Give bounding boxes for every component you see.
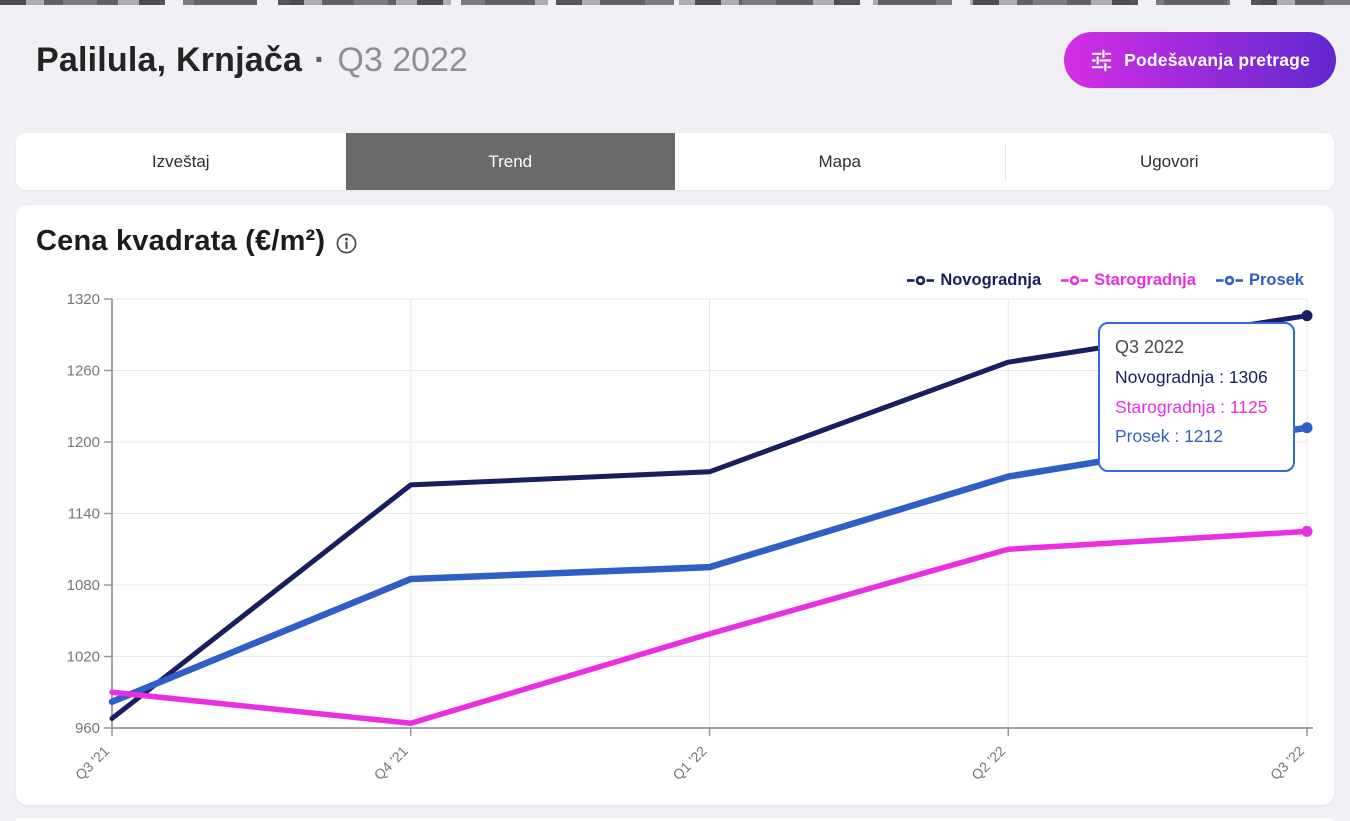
clipped-content-strip: [0, 0, 1350, 5]
line-marker-icon: [907, 275, 935, 286]
svg-text:1020: 1020: [67, 649, 100, 666]
tooltip-row-label: Starogradnja: [1115, 396, 1216, 417]
tab-izvestaj[interactable]: Izveštaj: [16, 133, 346, 190]
chart-title-row: Cena kvadrata (€/m²): [36, 225, 358, 258]
settings-button-label: Podešavanja pretrage: [1124, 49, 1310, 70]
tooltip-row-separator: :: [1214, 367, 1229, 387]
tooltip-row-separator: :: [1215, 396, 1230, 417]
svg-text:1200: 1200: [67, 434, 100, 451]
y-axis: 960 1020 1080 1140 1200 1260 1320: [67, 291, 113, 737]
price-trend-chart[interactable]: 960 1020 1080 1140 1200 1260 1320 Q3 '21 Q4 '21 Q…: [16, 205, 1334, 805]
info-icon[interactable]: [335, 232, 358, 255]
tooltip-row-prosek: Prosek : 1212: [1115, 426, 1293, 447]
x-axis: Q3 '21 Q4 '21 Q1 '22 Q2 '22 Q3 '22: [72, 727, 1313, 783]
series-end-dot: [1301, 525, 1313, 537]
page-title: Palilula, Krnjača · Q3 2022: [36, 41, 468, 80]
tooltip-row-value: 1306: [1228, 367, 1268, 387]
series-end-dot: [1301, 310, 1313, 322]
svg-text:1260: 1260: [67, 363, 100, 380]
line-marker-icon: [1061, 275, 1089, 286]
trend-chart-card: Cena kvadrata (€/m²) Novogradnja Starogr…: [16, 205, 1334, 805]
search-settings-button[interactable]: Podešavanja pretrage: [1064, 32, 1336, 88]
legend-item-prosek[interactable]: Prosek: [1215, 271, 1304, 290]
svg-text:1320: 1320: [67, 291, 100, 308]
chart-legend: Novogradnja Starogradnja Prosek: [907, 271, 1304, 290]
tooltip-row-value: 1125: [1229, 396, 1268, 417]
legend-item-label: Starogradnja: [1094, 271, 1196, 289]
line-marker-icon: [1215, 275, 1243, 286]
tooltip-row-value: 1212: [1184, 426, 1223, 446]
svg-text:Q3 '21: Q3 '21: [72, 743, 112, 783]
tab-ugovori[interactable]: Ugovori: [1004, 133, 1335, 190]
legend-item-novogradnja[interactable]: Novogradnja: [907, 271, 1041, 290]
series-end-dot: [1301, 422, 1313, 434]
legend-item-starogradnja[interactable]: Starogradnja: [1061, 271, 1196, 290]
next-card-edge: [16, 818, 1334, 821]
tab-mapa[interactable]: Mapa: [675, 133, 1005, 190]
svg-text:Q3 '22: Q3 '22: [1267, 743, 1307, 783]
page-header: Palilula, Krnjača · Q3 2022 Podešavanja …: [0, 28, 1350, 92]
tab-bar: Izveštaj Trend Mapa Ugovori: [16, 133, 1334, 190]
series-starogradnja: [109, 525, 1313, 726]
title-separator-dot: ·: [314, 41, 326, 79]
svg-text:Q4 '21: Q4 '21: [371, 743, 411, 783]
tooltip-row-starogradnja: Starogradnja : 1125: [1115, 397, 1293, 418]
tooltip-row-label: Novogradnja: [1115, 367, 1215, 387]
tab-trend[interactable]: Trend: [345, 133, 675, 190]
tooltip-title: Q3 2022: [1115, 337, 1185, 357]
tooltip-row-label: Prosek: [1115, 426, 1170, 446]
svg-text:Q1 '22: Q1 '22: [669, 743, 709, 783]
svg-text:Q2 '22: Q2 '22: [968, 743, 1008, 783]
period-label: Q3 2022: [337, 40, 468, 79]
tooltip-row-separator: :: [1169, 426, 1185, 446]
legend-item-label: Novogradnja: [940, 271, 1042, 289]
svg-text:960: 960: [75, 720, 100, 737]
svg-text:1080: 1080: [67, 577, 100, 594]
legend-item-label: Prosek: [1248, 271, 1304, 289]
svg-text:1140: 1140: [68, 506, 100, 523]
location-title: Palilula, Krnjača: [36, 40, 303, 79]
chart-tooltip: Q3 2022 Novogradnja : 1306 Starogradnja …: [1098, 322, 1295, 472]
sliders-icon: [1091, 49, 1112, 71]
tooltip-row-novogradnja: Novogradnja : 1306: [1115, 367, 1293, 388]
chart-title: Cena kvadrata (€/m²): [36, 225, 326, 257]
